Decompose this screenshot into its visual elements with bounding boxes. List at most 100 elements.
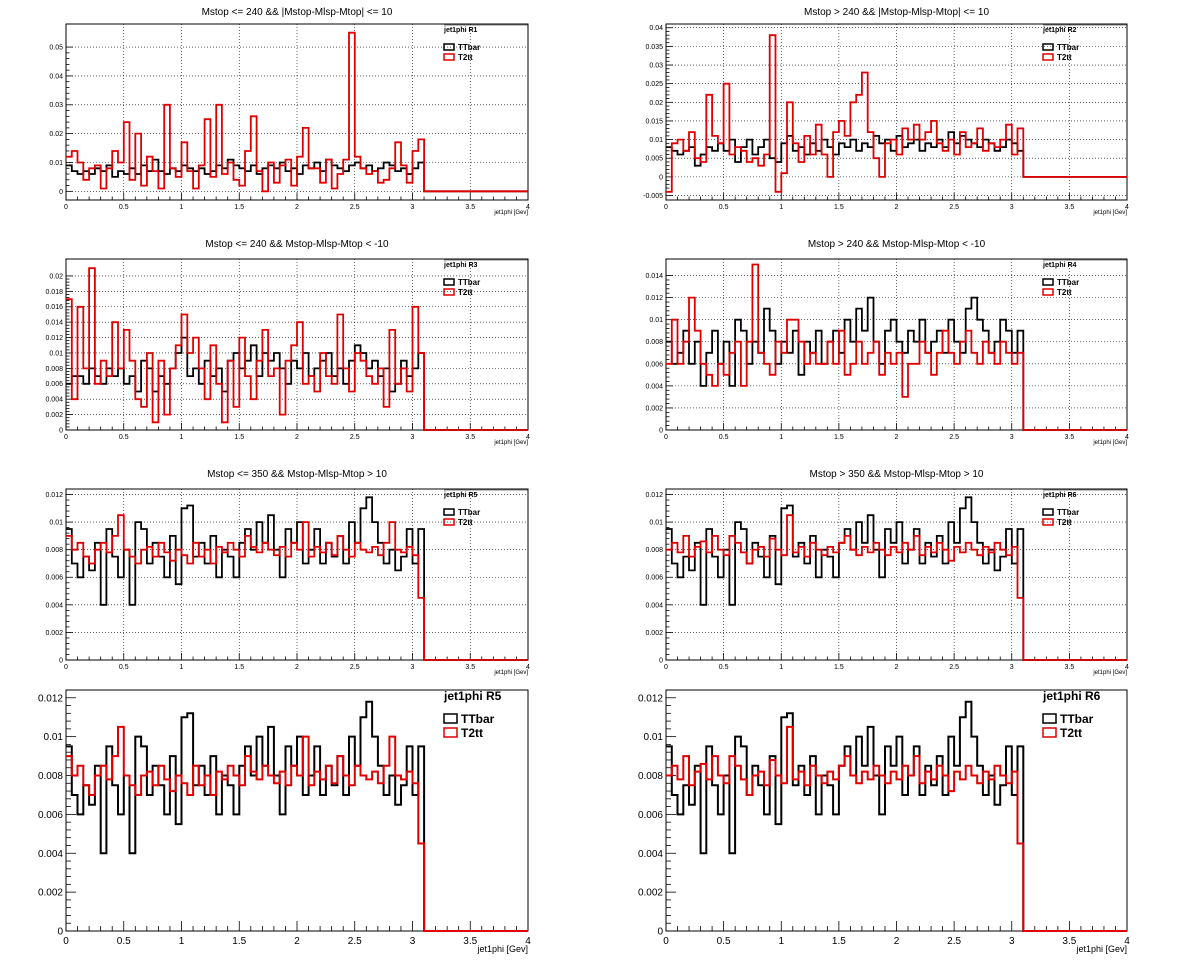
histogram-panel-6: 0 0.5 1 1.5 2 2.5 3 3.5 4 0 0.002 0.004 0.006 0.008 0.… xyxy=(645,469,1129,676)
legend-label-ttbar: TTbar xyxy=(1060,712,1094,726)
y-tick-label: 0.02 xyxy=(49,273,63,280)
x-tick-label: 2.5 xyxy=(949,434,959,441)
y-tick-label: 0.01 xyxy=(49,160,63,167)
y-tick-label: 0.03 xyxy=(649,62,663,69)
x-tick-label: 2 xyxy=(295,204,299,211)
y-tick-label: 0 xyxy=(59,657,63,664)
x-tick-label: 1.5 xyxy=(234,664,244,671)
y-tick-label: 0.015 xyxy=(645,118,663,125)
x-tick-label: 1.5 xyxy=(834,434,844,441)
chart-title: Mstop <= 350 && Mstop-Mlsp-Mtop > 10 xyxy=(207,469,387,480)
stat-box-label: jet1phi R5 xyxy=(443,492,478,499)
legend-label-t2tt: T2tt xyxy=(1057,53,1072,62)
series-ttbar-histogram xyxy=(666,496,1127,661)
series-t2tt-histogram xyxy=(66,267,528,431)
x-tick-label: 0.5 xyxy=(719,434,729,441)
x-tick-label: 2 xyxy=(895,664,899,671)
y-tick-label: 0.004 xyxy=(45,397,63,404)
x-tick-label: 2 xyxy=(894,936,900,947)
y-tick-label: 0 xyxy=(657,927,663,938)
x-tick-label: 2 xyxy=(295,664,299,671)
legend-label-ttbar: TTbar xyxy=(1057,43,1079,52)
legend-label-ttbar: TTbar xyxy=(1057,278,1079,287)
y-tick-label: 0.002 xyxy=(645,405,663,412)
legend-label-t2tt: T2tt xyxy=(1060,726,1082,740)
legend-label-ttbar: TTbar xyxy=(458,43,480,52)
stat-box-label: jet1phi R6 xyxy=(1042,689,1101,703)
x-tick-label: 3 xyxy=(410,936,416,947)
legend-label-ttbar: TTbar xyxy=(1057,508,1079,517)
x-tick-label: 0 xyxy=(663,936,669,947)
x-tick-label: 2.5 xyxy=(350,204,360,211)
x-tick-label: 2 xyxy=(895,434,899,441)
x-axis-label: jet1phi [Gev] xyxy=(1092,670,1127,676)
legend-swatch-ttbar xyxy=(443,713,458,724)
y-tick-label: 0.006 xyxy=(45,381,63,388)
x-tick-label: 4 xyxy=(1125,434,1129,441)
x-tick-label: 2.5 xyxy=(949,204,959,211)
x-tick-label: 1.5 xyxy=(834,204,844,211)
y-tick-label: 0.002 xyxy=(45,412,63,419)
legend-swatch-ttbar xyxy=(1042,43,1054,51)
y-tick-label: 0.008 xyxy=(645,339,663,346)
x-tick-label: 0.5 xyxy=(717,936,731,947)
stat-box-label: jet1phi R1 xyxy=(443,27,478,34)
y-tick-label: 0.008 xyxy=(38,771,63,782)
x-tick-label: 4 xyxy=(1124,936,1130,947)
legend-swatch-ttbar xyxy=(443,43,455,51)
legend-swatch-t2tt xyxy=(1042,518,1054,526)
y-tick-label: 0.035 xyxy=(645,44,663,51)
histogram-panel-1: 0 0.5 1 1.5 2 2.5 3 3.5 4 0 0.01 0.02 0.03 0.04 0.05 Ms… xyxy=(49,7,530,216)
x-tick-label: 0.5 xyxy=(119,204,129,211)
histogram-panel-4: 0 0.5 1 1.5 2 2.5 3 3.5 4 0 0.002 0.004 0.006 0.008 0.… xyxy=(645,239,1129,446)
y-tick-label: 0.012 xyxy=(638,693,663,704)
x-tick-label: 3 xyxy=(411,204,415,211)
x-tick-label: 0 xyxy=(63,936,69,947)
x-tick-label: 3.5 xyxy=(465,204,475,211)
legend-swatch-ttbar xyxy=(443,278,455,286)
legend-swatch-t2tt xyxy=(443,518,455,526)
x-axis-label: jet1phi [Gev] xyxy=(493,210,528,216)
y-tick-label: 0.008 xyxy=(638,771,663,782)
y-tick-label: 0.01 xyxy=(44,732,64,743)
series-ttbar-histogram xyxy=(666,700,1127,932)
legend-label-t2tt: T2tt xyxy=(1057,288,1072,297)
x-tick-label: 3.5 xyxy=(463,936,477,947)
x-tick-label: 3 xyxy=(1010,664,1014,671)
x-tick-label: 1.5 xyxy=(832,936,846,947)
x-axis-label: jet1phi [Gev] xyxy=(1075,944,1127,954)
x-tick-label: 0 xyxy=(64,434,68,441)
x-tick-label: 1.5 xyxy=(234,434,244,441)
y-tick-label: 0 xyxy=(659,174,663,181)
legend-label-t2tt: T2tt xyxy=(458,518,473,527)
y-tick-label: 0.03 xyxy=(49,102,63,109)
x-tick-label: 1 xyxy=(779,664,783,671)
y-tick-label: 0 xyxy=(659,657,663,664)
legend-swatch-ttbar xyxy=(443,508,455,516)
x-tick-label: 1.5 xyxy=(232,936,246,947)
x-tick-label: 3 xyxy=(1010,204,1014,211)
y-tick-label: 0.002 xyxy=(45,630,63,637)
x-tick-label: 3.5 xyxy=(1065,434,1075,441)
y-tick-label: -0.005 xyxy=(643,193,663,200)
stat-box-label: jet1phi R3 xyxy=(443,262,478,269)
y-tick-label: 0.014 xyxy=(45,320,63,327)
y-tick-label: 0.004 xyxy=(45,602,63,609)
x-tick-label: 2 xyxy=(294,936,300,947)
x-tick-label: 0 xyxy=(664,434,668,441)
x-tick-label: 2 xyxy=(895,204,899,211)
y-tick-label: 0.006 xyxy=(45,575,63,582)
y-tick-label: 0.012 xyxy=(45,335,63,342)
y-tick-label: 0.004 xyxy=(645,602,663,609)
legend-swatch-ttbar xyxy=(1042,713,1057,724)
y-tick-label: 0.008 xyxy=(45,547,63,554)
stat-box-label: jet1phi R6 xyxy=(1042,492,1077,499)
x-tick-label: 2.5 xyxy=(949,664,959,671)
x-tick-label: 3 xyxy=(411,664,415,671)
y-tick-label: 0.008 xyxy=(645,547,663,554)
chart-title: Mstop > 350 && Mstop-Mlsp-Mtop > 10 xyxy=(810,469,984,480)
x-tick-label: 1 xyxy=(180,664,184,671)
chart-title: Mstop <= 240 && Mstop-Mlsp-Mtop < -10 xyxy=(205,239,389,250)
x-tick-label: 1.5 xyxy=(834,664,844,671)
